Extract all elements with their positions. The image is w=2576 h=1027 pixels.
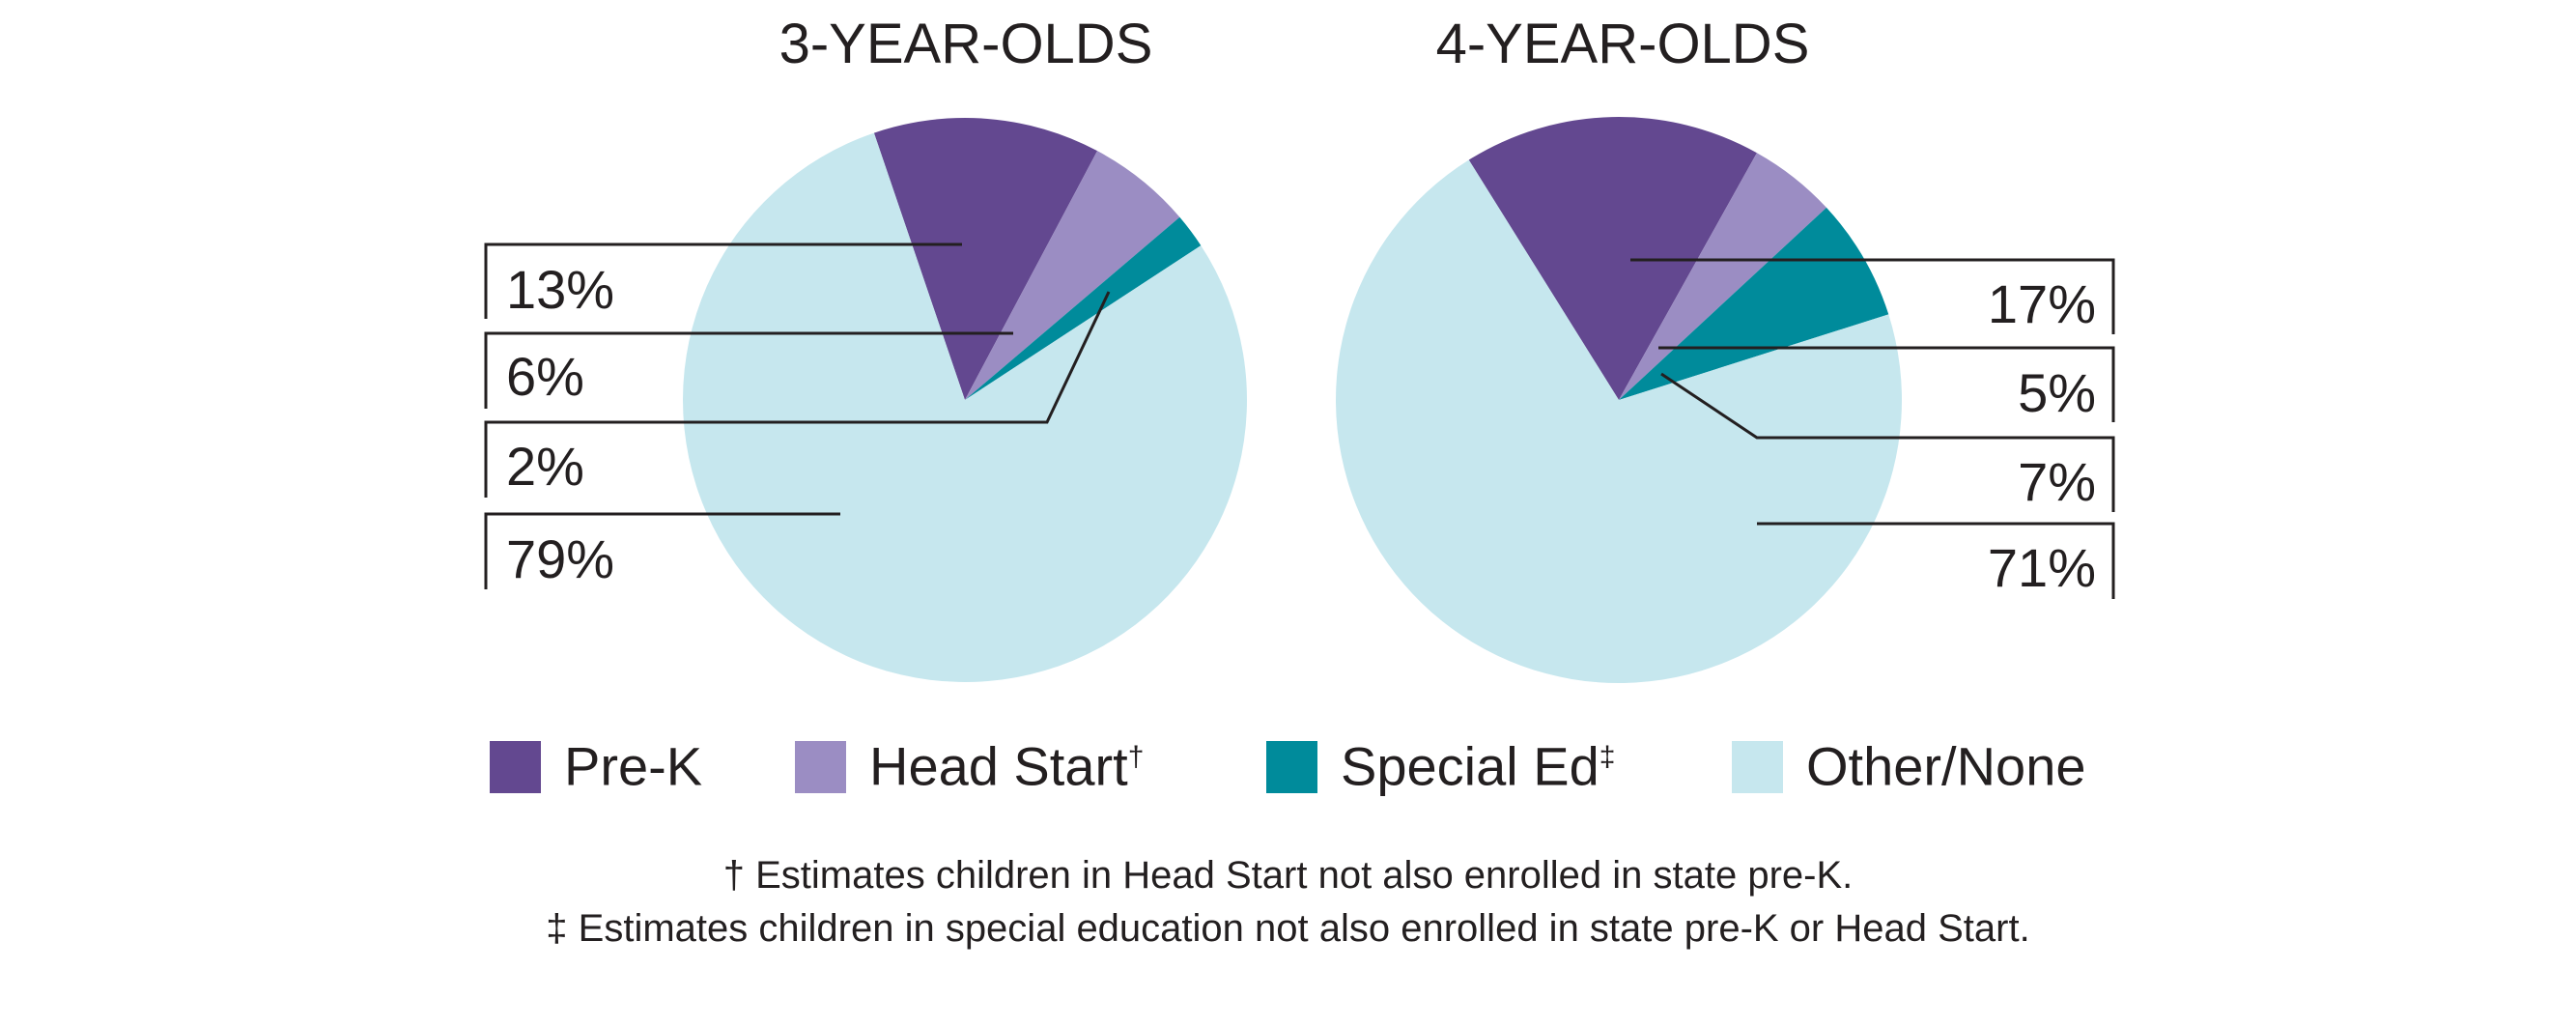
legend-item-other-none: Other/None [1732,740,2086,794]
data-label-special-ed: 7% [2018,451,2096,512]
legend-swatch-other-none [1732,741,1783,793]
data-label-head-start: 6% [506,346,584,407]
data-label-special-ed: 2% [506,436,584,497]
pie-slice-special-ed [965,216,1202,400]
legend-label: Pre-K [564,736,703,797]
leader-line-pre-k [1630,258,2115,334]
legend-label: Special Ed‡ [1341,736,1616,797]
pie-slice-pre-k [1468,116,1757,400]
pie-slice-other-none [682,132,1247,683]
data-label-pre-k: 17% [1988,273,2096,334]
footnote-special-ed: ‡ Estimates children in special educatio… [546,907,2030,950]
pie-slice-pre-k [873,118,1098,401]
data-label-head-start: 5% [2018,362,2096,423]
pie-slice-head-start [1619,153,1826,400]
leader-line-pre-k [484,242,962,319]
data-label-other-none: 79% [506,528,614,589]
legend-item-special-ed: Special Ed‡ [1266,740,1615,794]
leader-line-special-ed [484,291,1111,498]
chart-title: 3-YEAR-OLDS [779,13,1153,75]
data-label-other-none: 71% [1988,537,2096,598]
leader-line-head-start [1658,346,2115,422]
footnote-head-start: † Estimates children in Head Start not a… [722,854,1854,897]
legend-label: Other/None [1806,736,2086,797]
pie-slice-other-none [1336,159,1902,683]
data-label-pre-k: 13% [506,259,614,320]
leader-line-special-ed [1660,372,2115,512]
chart-title: 4-YEAR-OLDS [1436,13,1810,75]
legend-swatch-special-ed [1266,741,1317,793]
legend-item-pre-k: Pre-K [490,740,702,794]
leader-line-other-none [484,512,840,589]
legend-label: Head Start† [869,736,1145,797]
leader-line-other-none [1757,522,2115,599]
leader-line-head-start [484,331,1013,409]
legend-swatch-head-start [795,741,846,793]
legend-swatch-pre-k [490,741,541,793]
pie-slice-special-ed [1619,207,1889,400]
pie-slice-head-start [965,151,1180,400]
legend-item-head-start: Head Start† [795,740,1144,794]
